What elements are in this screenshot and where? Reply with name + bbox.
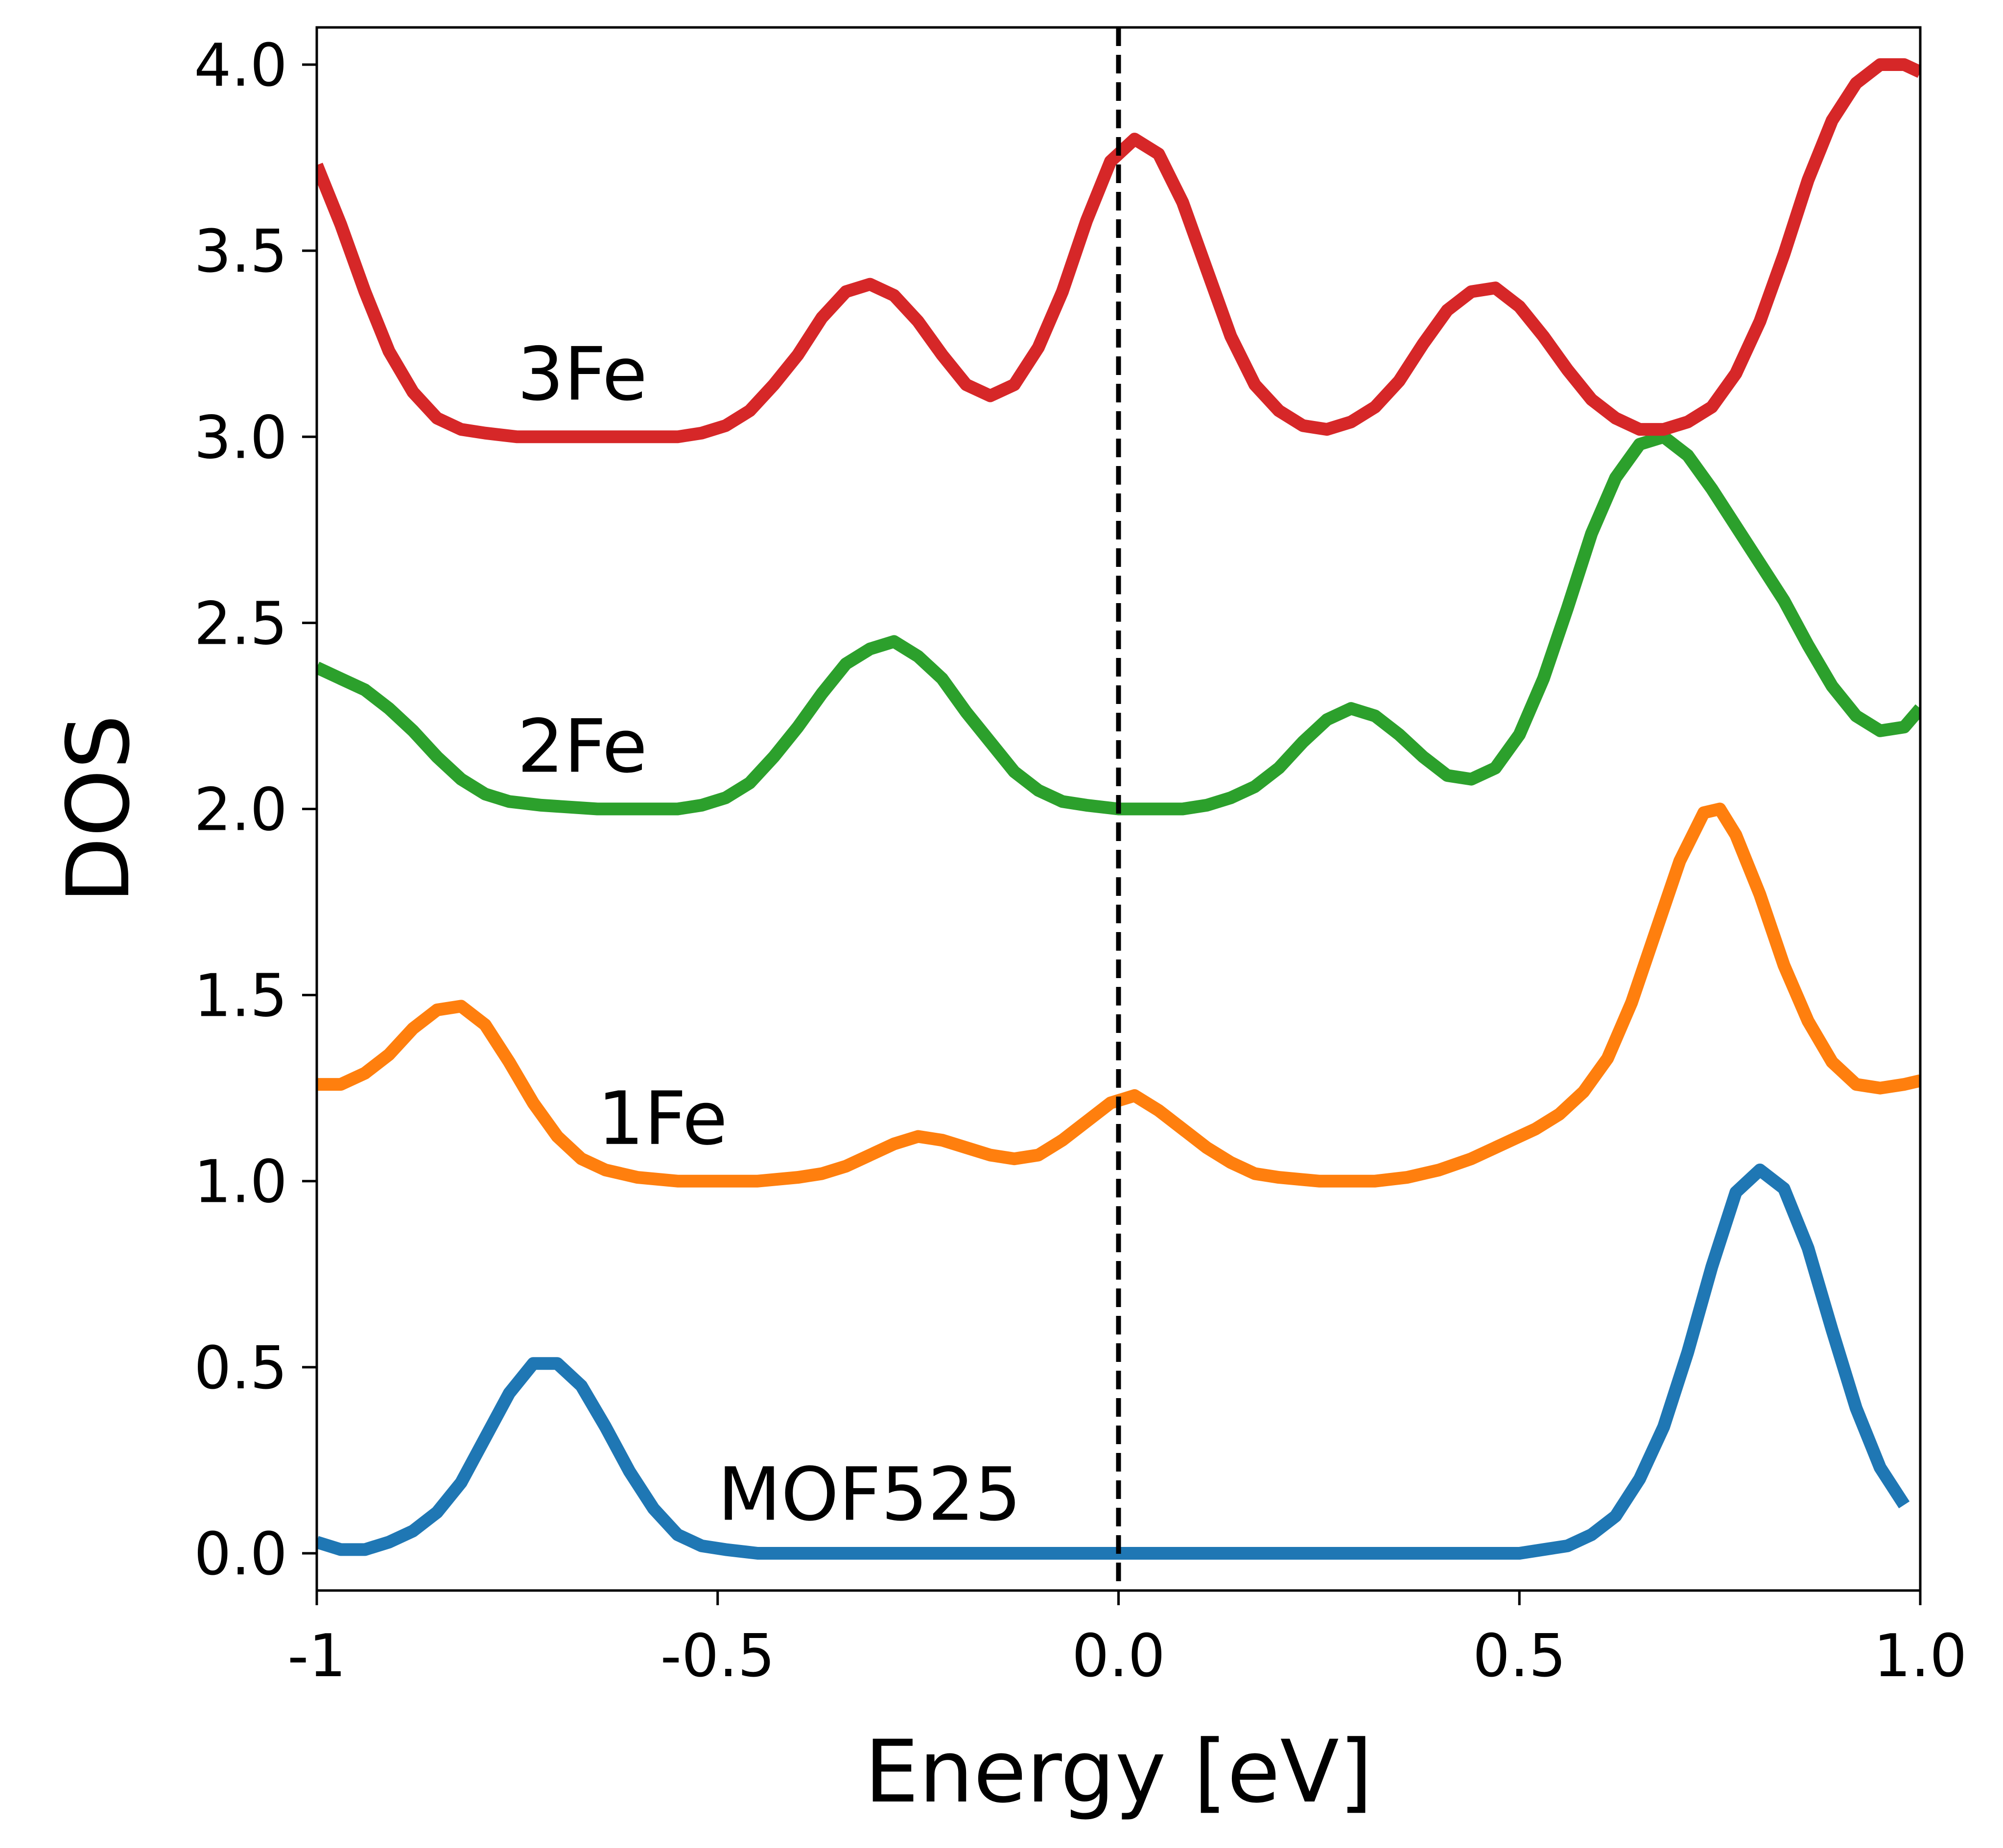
- series-label-mof525: MOF525: [718, 1452, 1021, 1538]
- y-tick-label: 4.0: [194, 32, 287, 100]
- y-tick-label: 2.5: [194, 590, 287, 658]
- y-tick-layer: 0.0 0.5 1.0 1.5 2.0 2.5 3.0 3.5 4.0: [194, 32, 317, 1589]
- y-tick-label: 3.5: [194, 218, 287, 286]
- y-tick-label: 0.0: [194, 1521, 287, 1589]
- y-tick-label: 3.0: [194, 404, 287, 472]
- x-tick-label: 0.5: [1473, 1622, 1566, 1690]
- y-tick-label: 1.0: [194, 1148, 287, 1216]
- x-tick-label: -0.5: [660, 1622, 775, 1690]
- series-line-3fe: [317, 58, 1920, 444]
- series-line-mof525: [317, 1163, 1910, 1560]
- series-layer: [317, 58, 1920, 1560]
- series-label-layer: MOF525 1Fe 2Fe 3Fe: [517, 332, 1021, 1537]
- y-tick-label: 1.5: [194, 962, 287, 1030]
- x-tick-label: 1.0: [1874, 1622, 1967, 1690]
- series-line-1fe: [317, 802, 1920, 1188]
- series-line-2fe: [317, 430, 1920, 816]
- x-tick-label: 0.0: [1072, 1622, 1165, 1690]
- x-tick-label: -1: [287, 1622, 346, 1690]
- x-axis-title: Energy [eV]: [864, 1722, 1372, 1822]
- y-tick-label: 0.5: [194, 1334, 287, 1403]
- series-label-1fe: 1Fe: [597, 1076, 728, 1162]
- y-tick-label: 2.0: [194, 776, 287, 844]
- x-tick-layer: -1 -0.5 0.0 0.5 1.0: [287, 1591, 1967, 1690]
- series-label-3fe: 3Fe: [517, 332, 647, 417]
- series-label-2fe: 2Fe: [517, 704, 647, 789]
- y-axis-title: DOS: [48, 715, 149, 904]
